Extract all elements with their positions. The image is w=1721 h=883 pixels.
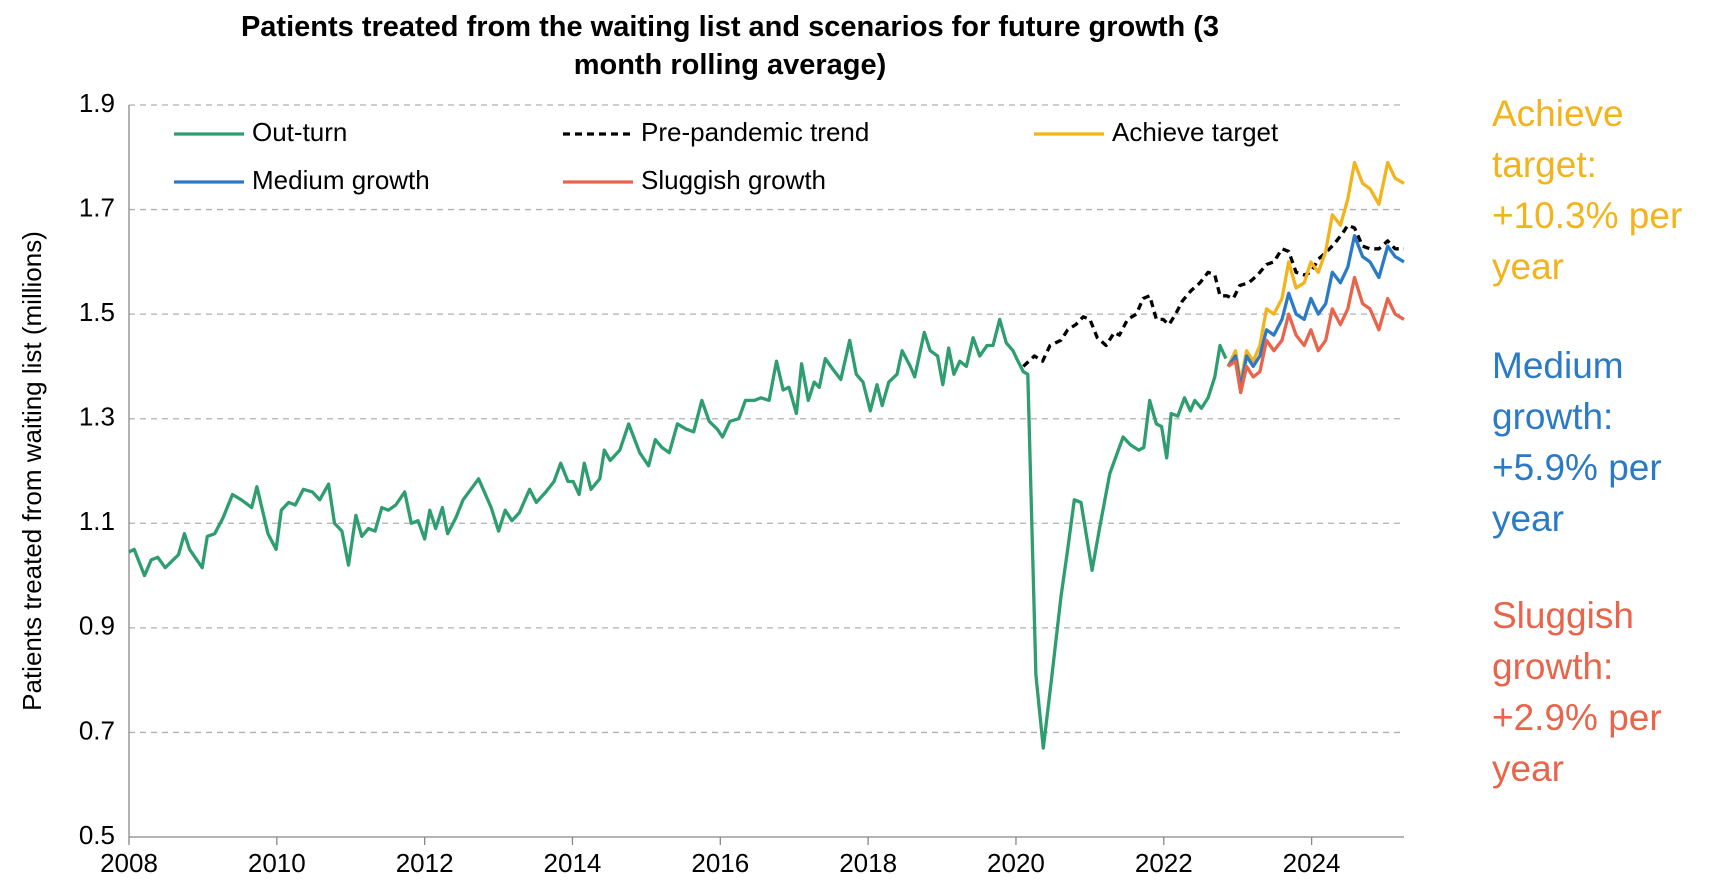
legend-label: Pre-pandemic trend [641,117,869,147]
y-tick-label: 1.7 [79,192,115,222]
x-tick-label: 2012 [396,848,454,878]
y-tick-label: 1.5 [79,297,115,327]
y-tick-label: 0.7 [79,715,115,745]
series-line [1226,160,1405,384]
x-tick-label: 2018 [839,848,897,878]
chart-title: Patients treated from the waiting list a… [240,11,1220,81]
y-tick-label: 1.1 [79,506,115,536]
y-tick-label: 1.3 [79,402,115,432]
series-line [1227,275,1405,395]
annotation: Achieve target: +10.3% per year [1492,93,1683,287]
y-tick-label: 0.9 [79,611,115,641]
x-tick-label: 2022 [1135,848,1193,878]
x-tick-label: 2014 [544,848,602,878]
y-tick-label: 1.9 [79,88,115,118]
legend-label: Medium growth [252,165,430,195]
x-tick-label: 2016 [691,848,749,878]
annotation: Sluggish growth: +2.9% per year [1492,595,1662,789]
legend-label: Out-turn [252,117,347,147]
x-tick-label: 2024 [1283,848,1341,878]
y-tick-label: 0.5 [79,820,115,850]
x-tick-label: 2020 [987,848,1045,878]
y-axis-label: Patients treated from waiting list (mill… [17,231,47,711]
legend-label: Sluggish growth [641,165,826,195]
x-tick-label: 2010 [248,848,306,878]
x-tick-label: 2008 [100,848,158,878]
series-line [128,317,1228,750]
series-line [1226,234,1405,389]
annotation: Medium growth: +5.9% per year [1492,345,1662,539]
legend-label: Achieve target [1112,117,1279,147]
series-line [1022,223,1404,368]
